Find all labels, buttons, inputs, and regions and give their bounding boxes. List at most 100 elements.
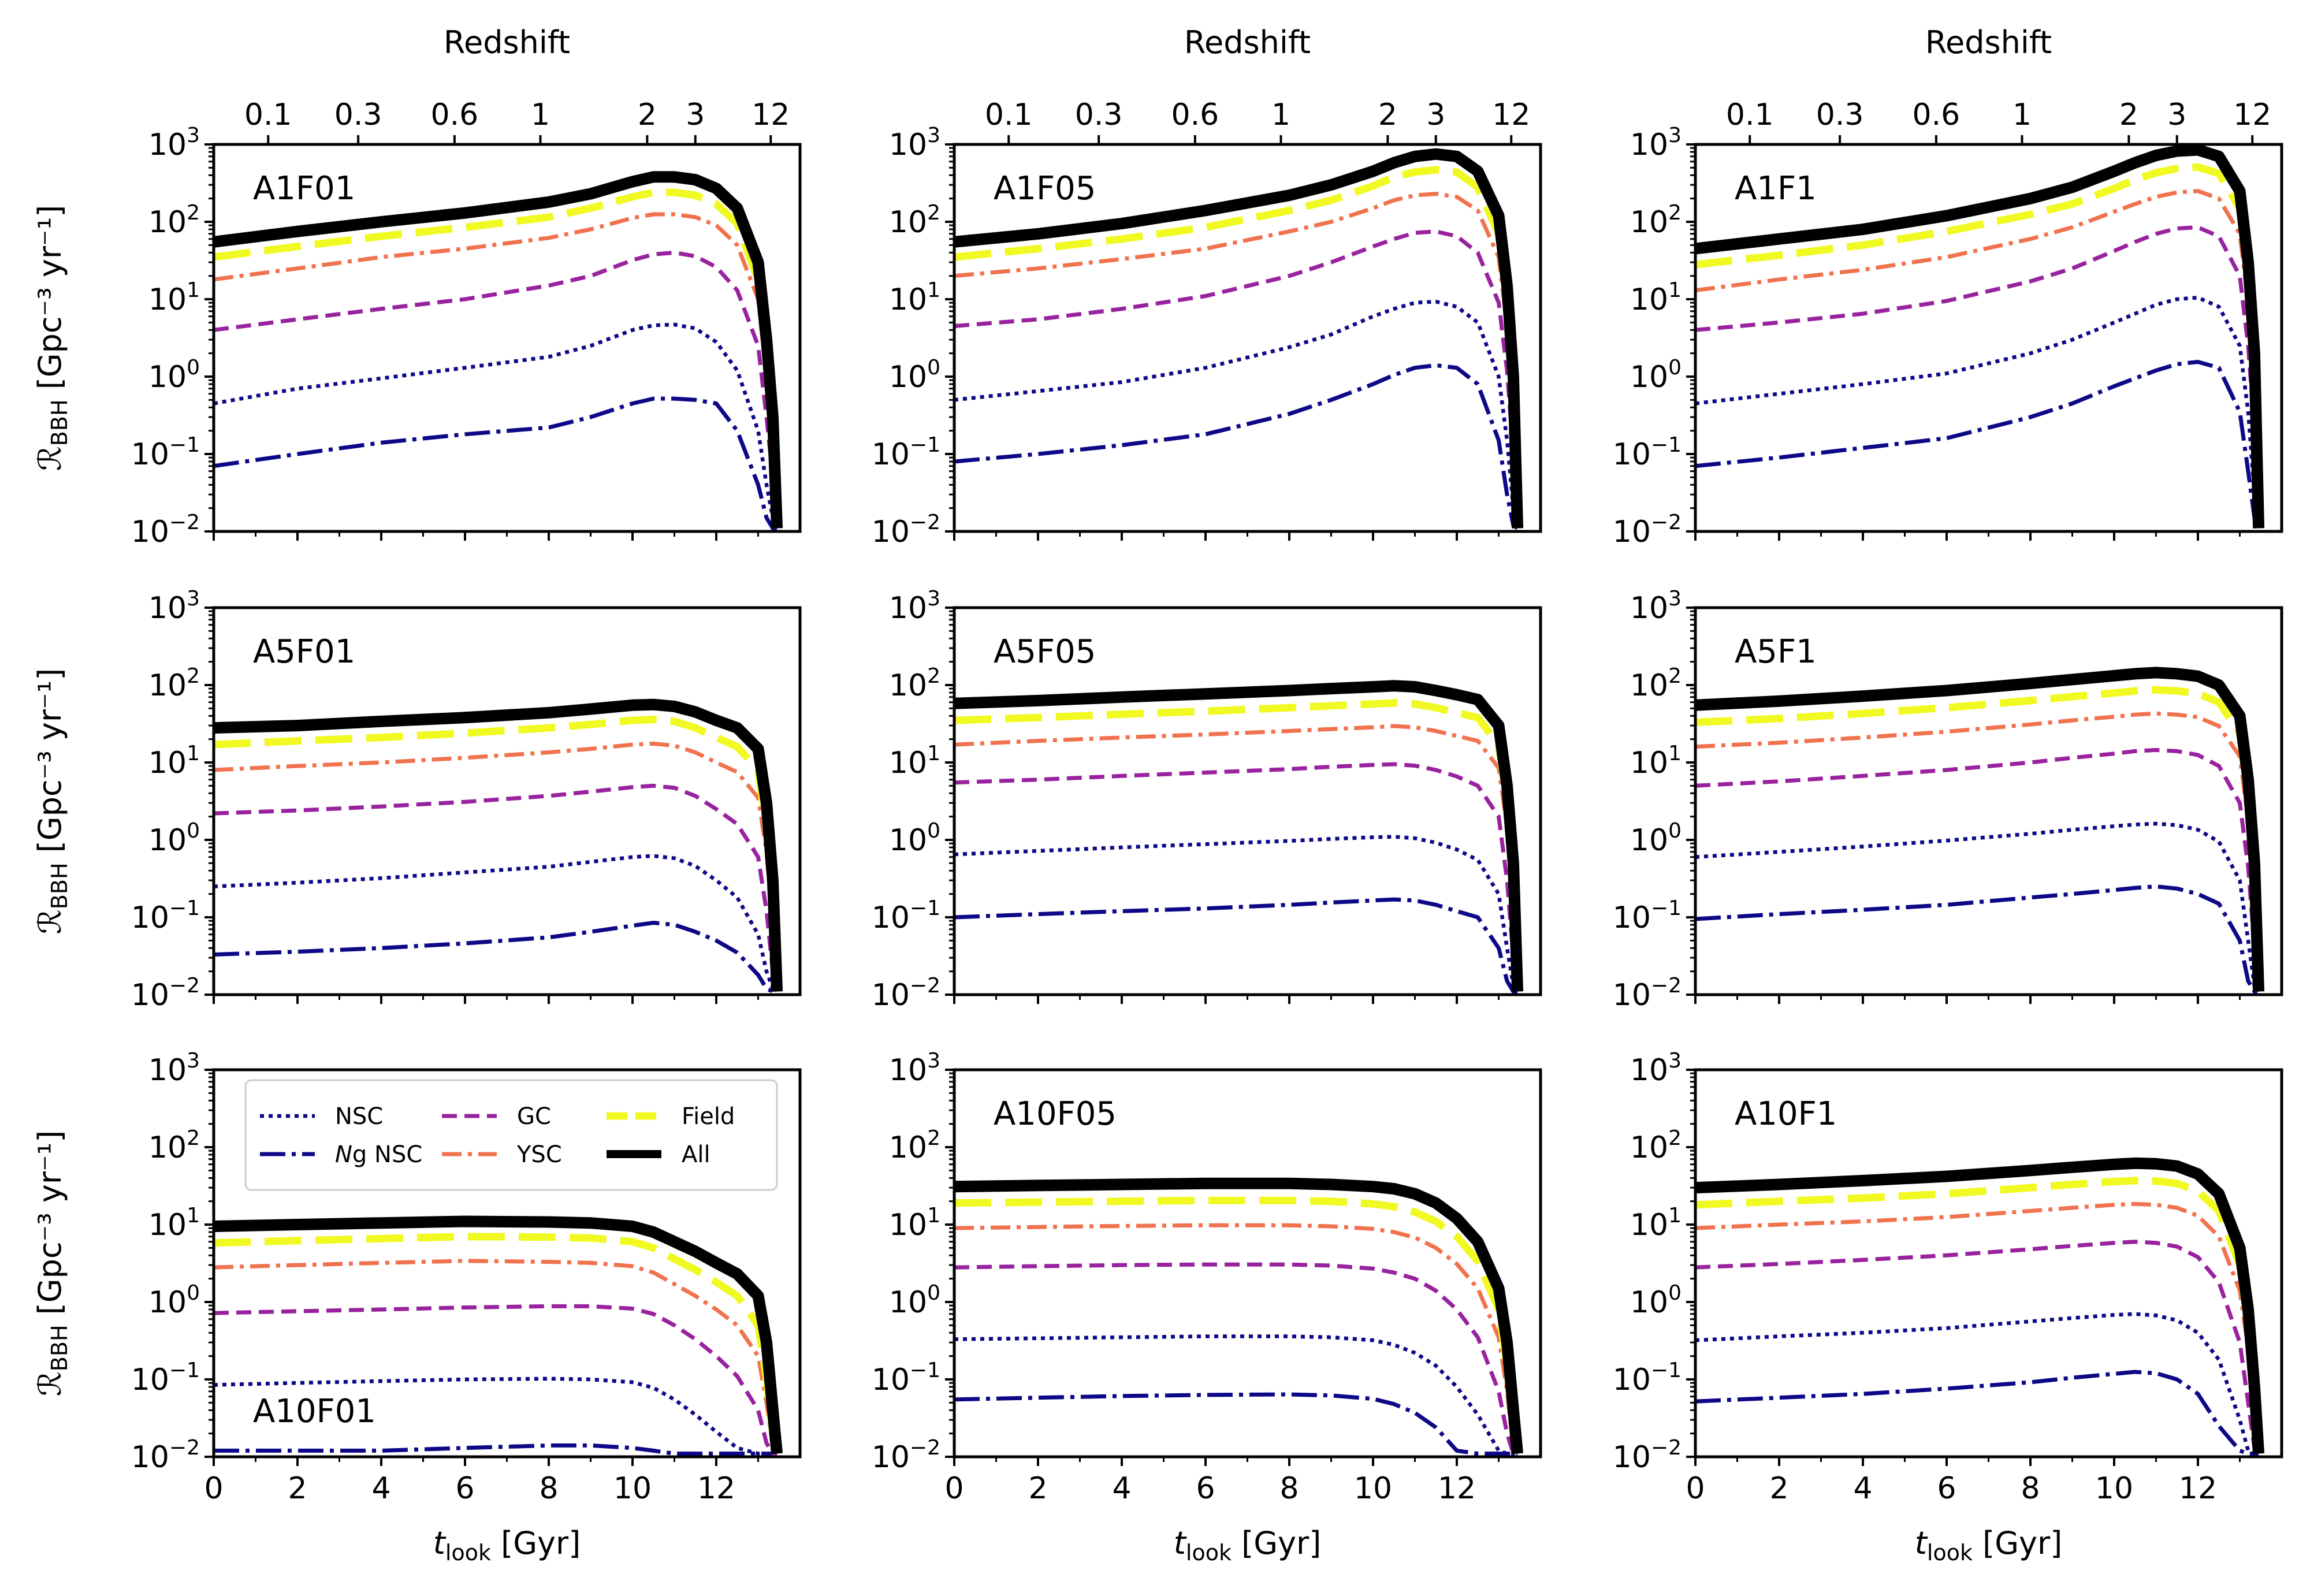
y-tick-label: 101 xyxy=(148,278,200,317)
x-tick-label: 4 xyxy=(1112,1471,1131,1506)
redshift-tick-label: 0.3 xyxy=(1075,98,1123,132)
series-line-all xyxy=(1695,1157,2265,1454)
y-tick-label: 102 xyxy=(889,1126,940,1165)
series-line-ysc xyxy=(214,741,779,992)
series-line-gc xyxy=(954,229,1520,529)
y-tick-label: 100 xyxy=(889,356,940,395)
y-axis-title: ℛBBH [Gpc⁻³ yr⁻¹] xyxy=(32,668,72,935)
series-line-nsc xyxy=(954,1334,1518,1456)
legend-label-field: Field xyxy=(682,1103,735,1130)
x-tick-label: 6 xyxy=(1937,1471,1956,1506)
y-tick-label: 10−1 xyxy=(1613,896,1682,935)
series-line-all xyxy=(1695,667,2265,992)
panel-A10F05: 10−2 10−1 100 101 102 103 0 2 4 6 8 10 12 A10F05 tlook… xyxy=(872,1049,1542,1565)
x-tick-label: 2 xyxy=(1769,1471,1788,1506)
x-tick-label: 6 xyxy=(455,1471,474,1506)
y-tick-label: 103 xyxy=(148,124,200,162)
y-tick-label: 103 xyxy=(1630,1049,1682,1088)
series-line-gc xyxy=(214,1304,778,1456)
series-group xyxy=(214,171,783,530)
redshift-tick-label: 12 xyxy=(1492,98,1530,132)
y-tick-label: 103 xyxy=(1630,124,1682,162)
y-tick-label: 101 xyxy=(1630,1204,1682,1242)
series-line-all xyxy=(214,1215,783,1454)
y-tick-label: 10−1 xyxy=(131,433,200,472)
y-tick-label: 102 xyxy=(1630,664,1682,703)
series-line-nsc xyxy=(214,1376,778,1456)
y-tick-label: 102 xyxy=(889,201,940,240)
y-tick-label: 10−2 xyxy=(131,1436,200,1475)
redshift-tick-label: 0.1 xyxy=(244,98,292,132)
series-group xyxy=(214,698,783,994)
y-tick-label: 103 xyxy=(889,1049,940,1088)
x-tick-label: 10 xyxy=(613,1471,652,1506)
legend-label-gc: GC xyxy=(517,1103,551,1130)
series-line-all xyxy=(954,680,1524,992)
redshift-tick-label: 2 xyxy=(1378,98,1397,132)
series-line-gc xyxy=(954,762,1520,992)
y-tick-label: 10−1 xyxy=(131,896,200,935)
y-tick-label: 10−2 xyxy=(1613,1436,1682,1475)
series-line-all xyxy=(954,1177,1524,1454)
legend-label-all: All xyxy=(682,1141,710,1168)
redshift-tick-label: 1 xyxy=(531,98,550,132)
y-tick-label: 102 xyxy=(148,201,200,240)
redshift-tick-label: 2 xyxy=(2119,98,2138,132)
redshift-tick-label: 12 xyxy=(752,98,790,132)
legend-box xyxy=(244,1079,778,1191)
panel-A10F01: 10−2 10−1 100 101 102 103 0 2 4 6 8 10 12 A10F01 ℛBBH … xyxy=(32,1049,802,1565)
series-line-ysc xyxy=(954,1223,1519,1455)
panel-label: A10F01 xyxy=(253,1393,376,1430)
series-line-nsc xyxy=(1695,295,2261,529)
series-line-nsc xyxy=(1695,821,2260,993)
y-tick-label: 100 xyxy=(148,356,200,395)
y-axis-title: ℛBBH [Gpc⁻³ yr⁻¹] xyxy=(32,205,72,471)
legend-label-ngnsc: Ng NSC xyxy=(335,1141,422,1168)
x-tick-label: 2 xyxy=(1028,1471,1047,1506)
x-tick-label: 10 xyxy=(1354,1471,1392,1506)
series-line-ysc xyxy=(214,1259,779,1455)
redshift-tick-label: 3 xyxy=(2167,98,2186,132)
series-line-nsc xyxy=(1695,1312,2259,1456)
panel-label: A10F05 xyxy=(994,1095,1117,1133)
y-tick-label: 100 xyxy=(1630,356,1682,395)
series-line-nsc xyxy=(954,299,1520,529)
legend-label-nsc: NSC xyxy=(335,1103,383,1130)
redshift-tick-label: 0.6 xyxy=(1913,98,1961,132)
x-axis-title: tlook [Gyr] xyxy=(433,1525,581,1565)
y-tick-label: 101 xyxy=(148,1204,200,1242)
y-tick-label: 10−2 xyxy=(872,1436,940,1475)
series-line-gc xyxy=(1695,225,2261,529)
x-tick-label: 0 xyxy=(1686,1471,1705,1506)
series-group xyxy=(1695,667,2265,994)
series-line-ngnsc xyxy=(1695,884,2259,994)
series-line-ngnsc xyxy=(214,396,778,530)
series-line-ngnsc xyxy=(214,921,778,994)
panel-A5F1: 10−2 10−1 100 101 102 103 A5F1 xyxy=(1613,587,2283,1013)
series-line-ngnsc xyxy=(954,897,1518,994)
y-tick-label: 10−1 xyxy=(872,896,940,935)
y-tick-label: 100 xyxy=(1630,1281,1682,1320)
panel-label: A1F05 xyxy=(994,170,1096,207)
x-tick-label: 0 xyxy=(944,1471,964,1506)
y-tick-label: 100 xyxy=(1630,819,1682,858)
y-tick-label: 101 xyxy=(148,742,200,780)
y-tick-label: 103 xyxy=(889,587,940,626)
redshift-tick-label: 3 xyxy=(1426,98,1445,132)
series-line-ngnsc xyxy=(214,1443,778,1456)
y-axis-title: ℛBBH [Gpc⁻³ yr⁻¹] xyxy=(32,1130,72,1397)
x-tick-label: 12 xyxy=(2179,1471,2217,1506)
legend-label-ysc: YSC xyxy=(516,1141,562,1168)
x-axis-title: tlook [Gyr] xyxy=(1915,1525,2063,1565)
y-tick-label: 10−2 xyxy=(872,974,940,1013)
y-tick-label: 102 xyxy=(1630,201,1682,240)
series-line-gc xyxy=(954,1262,1518,1456)
series-group xyxy=(214,1215,783,1456)
y-tick-label: 102 xyxy=(148,664,200,703)
y-tick-label: 10−1 xyxy=(131,1359,200,1397)
y-tick-label: 103 xyxy=(1630,587,1682,626)
redshift-tick-label: 12 xyxy=(2233,98,2271,132)
